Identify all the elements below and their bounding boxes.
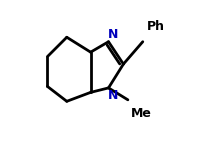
Text: Ph: Ph <box>147 20 165 33</box>
Text: N: N <box>108 89 118 102</box>
Text: Me: Me <box>131 107 152 120</box>
Text: N: N <box>108 28 118 41</box>
